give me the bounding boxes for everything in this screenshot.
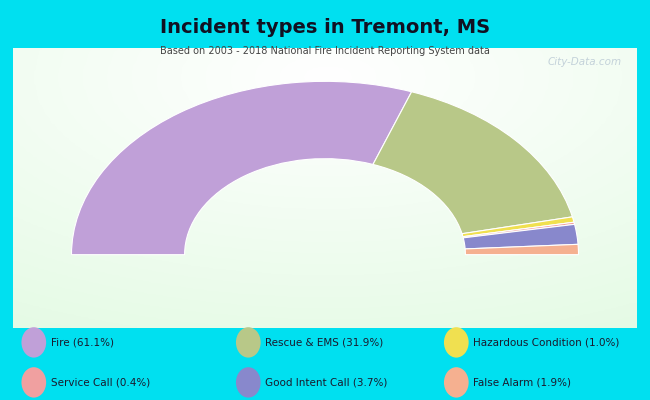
Wedge shape — [465, 244, 578, 255]
Ellipse shape — [236, 367, 261, 398]
Text: Service Call (0.4%): Service Call (0.4%) — [51, 378, 150, 387]
Text: Rescue & EMS (31.9%): Rescue & EMS (31.9%) — [265, 338, 384, 347]
Wedge shape — [462, 217, 574, 237]
Ellipse shape — [21, 367, 46, 398]
Text: Incident types in Tremont, MS: Incident types in Tremont, MS — [160, 18, 490, 37]
Text: Fire (61.1%): Fire (61.1%) — [51, 338, 114, 347]
Wedge shape — [373, 92, 573, 234]
Ellipse shape — [21, 327, 46, 358]
Wedge shape — [72, 81, 411, 255]
Wedge shape — [463, 224, 578, 249]
Text: City-Data.com: City-Data.com — [547, 57, 621, 67]
Text: Good Intent Call (3.7%): Good Intent Call (3.7%) — [265, 378, 387, 387]
Text: Based on 2003 - 2018 National Fire Incident Reporting System data: Based on 2003 - 2018 National Fire Incid… — [160, 46, 490, 56]
Text: Hazardous Condition (1.0%): Hazardous Condition (1.0%) — [473, 338, 619, 347]
Ellipse shape — [236, 327, 261, 358]
Ellipse shape — [444, 367, 469, 398]
Ellipse shape — [444, 327, 469, 358]
Wedge shape — [463, 222, 575, 238]
Text: False Alarm (1.9%): False Alarm (1.9%) — [473, 378, 571, 387]
